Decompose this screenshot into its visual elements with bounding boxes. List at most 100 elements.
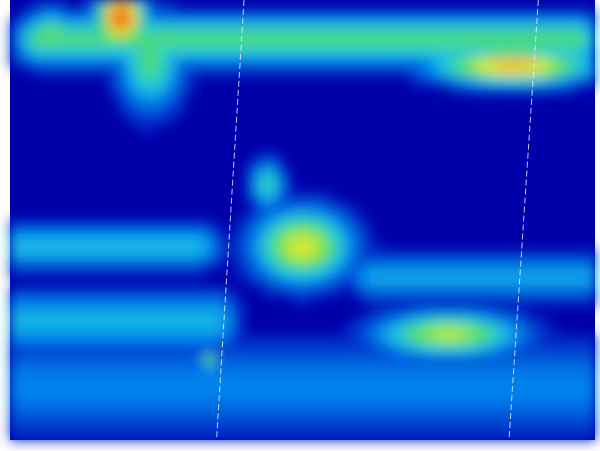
heatmap-cell — [546, 363, 557, 374]
heatmap-cell — [380, 373, 391, 384]
heatmap-cell — [166, 258, 177, 269]
heatmap-cell — [341, 239, 352, 250]
heatmap-cell — [156, 258, 167, 269]
heatmap-cell — [370, 306, 382, 317]
heatmap-cell — [273, 363, 284, 374]
heatmap-cell — [458, 248, 469, 259]
heatmap-cell — [263, 38, 274, 49]
heatmap-cell — [409, 420, 421, 432]
heatmap-cell — [341, 220, 352, 231]
heatmap-cell — [341, 420, 352, 432]
heatmap-cell — [156, 95, 167, 106]
heatmap-cell — [526, 420, 538, 432]
heatmap-cell — [439, 411, 450, 422]
heatmap-cell — [458, 57, 469, 68]
heatmap-cell — [253, 334, 265, 345]
heatmap-cell — [448, 38, 460, 49]
heatmap-cell — [146, 258, 157, 269]
heatmap-cell — [29, 430, 40, 441]
heatmap-cell — [273, 344, 284, 355]
heatmap-cell — [244, 401, 255, 412]
heatmap-cell — [400, 28, 411, 39]
heatmap-cell — [409, 315, 421, 326]
heatmap-cell — [546, 420, 557, 432]
heatmap-cell — [156, 86, 167, 97]
heatmap-cell — [205, 9, 216, 20]
heatmap-cell — [536, 258, 547, 269]
heatmap-cell — [107, 239, 118, 250]
heatmap-cell — [283, 344, 294, 355]
heatmap-cell — [107, 19, 118, 30]
heatmap-cell — [146, 86, 157, 97]
heatmap-cell — [565, 86, 577, 97]
heatmap-cell — [517, 296, 528, 307]
heatmap-cell — [234, 411, 245, 422]
heatmap-cell — [517, 258, 528, 269]
heatmap-cell — [487, 66, 499, 78]
heatmap-cell — [439, 334, 450, 345]
heatmap-cell — [409, 373, 421, 384]
heatmap-cell — [205, 420, 216, 432]
heatmap-cell — [117, 373, 128, 384]
heatmap-cell — [175, 76, 187, 87]
heatmap-cell — [146, 248, 157, 259]
heatmap-cell — [400, 296, 411, 307]
heatmap-cell — [205, 19, 216, 30]
heatmap-cell — [175, 325, 187, 336]
heatmap-cell — [565, 344, 577, 355]
heatmap-cell — [322, 382, 333, 393]
heatmap-cell — [575, 277, 586, 288]
heatmap-cell — [429, 258, 440, 269]
heatmap-cell — [117, 363, 128, 374]
heatmap-cell — [29, 392, 40, 403]
heatmap-cell — [361, 325, 372, 336]
heatmap-cell — [253, 382, 265, 393]
heatmap-cell — [263, 153, 274, 164]
heatmap-cell — [497, 373, 508, 384]
heatmap-cell — [556, 47, 567, 58]
heatmap-cell — [117, 9, 128, 20]
heatmap-cell — [175, 105, 187, 116]
heatmap-cell — [448, 430, 460, 441]
heatmap-cell — [429, 353, 440, 365]
heatmap-cell — [409, 258, 421, 269]
heatmap-cell — [497, 66, 508, 78]
heatmap-cell — [546, 267, 557, 278]
heatmap-cell — [536, 315, 547, 326]
heatmap-cell — [361, 315, 372, 326]
heatmap-cell — [175, 95, 187, 106]
heatmap-cell — [49, 430, 60, 441]
heatmap-cell — [175, 28, 187, 39]
heatmap-cell — [205, 38, 216, 49]
heatmap-cell — [156, 353, 167, 365]
heatmap-cell — [39, 229, 50, 240]
heatmap-cell — [117, 401, 128, 412]
heatmap-cell — [146, 229, 157, 240]
heatmap-cell — [536, 382, 547, 393]
heatmap-cell — [78, 392, 89, 403]
heatmap-cell — [136, 0, 148, 11]
heatmap-cell — [312, 47, 323, 58]
heatmap-cell — [429, 28, 440, 39]
heatmap-cell — [49, 248, 60, 259]
heatmap-cell — [10, 239, 21, 250]
heatmap-cell — [58, 28, 70, 39]
heatmap-cell — [526, 411, 538, 422]
heatmap-cell — [302, 258, 313, 269]
heatmap-cell — [19, 392, 31, 403]
heatmap-cell — [497, 286, 508, 298]
heatmap-cell — [361, 286, 372, 298]
heatmap-cell — [156, 401, 167, 412]
heatmap-cell — [175, 344, 187, 355]
heatmap-cell — [439, 325, 450, 336]
heatmap-cell — [127, 47, 138, 58]
heatmap-cell — [195, 28, 206, 39]
heatmap-cell — [214, 57, 226, 68]
heatmap-cell — [439, 392, 450, 403]
heatmap-cell — [234, 430, 245, 441]
heatmap-cell — [78, 344, 89, 355]
heatmap-cell — [400, 66, 411, 78]
heatmap-cell — [49, 344, 60, 355]
heatmap-cell — [214, 392, 226, 403]
heatmap-cell — [88, 28, 99, 39]
